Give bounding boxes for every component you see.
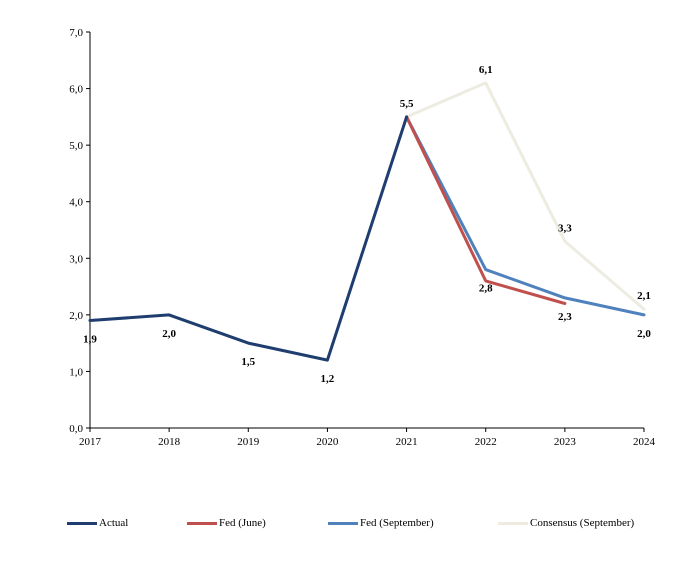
legend-swatch — [67, 521, 97, 525]
data-label: 5,5 — [400, 98, 414, 110]
legend-item: Fed (June) — [187, 515, 266, 531]
x-tick-label: 2024 — [633, 436, 656, 448]
y-tick-label: 2,0 — [69, 310, 83, 322]
x-tick-label: 2018 — [158, 436, 181, 448]
series-line-fed-june — [405, 115, 567, 305]
x-tick-label: 2017 — [79, 436, 102, 448]
data-label: 6,1 — [479, 64, 493, 76]
y-tick-label: 4,0 — [69, 197, 83, 209]
data-label: 2,3 — [558, 311, 572, 323]
x-tick-label: 2021 — [396, 436, 418, 448]
legend-item: Fed (September) — [328, 515, 434, 531]
data-label: 1,9 — [83, 334, 97, 346]
data-label: 2,1 — [637, 290, 651, 302]
data-label: 1,5 — [241, 356, 255, 368]
legend-label: Fed (June) — [219, 517, 266, 529]
y-tick-label: 1,0 — [69, 366, 83, 378]
legend-swatch — [498, 521, 528, 525]
legend-item: Actual — [67, 515, 128, 531]
y-tick-label: 6,0 — [69, 84, 83, 96]
x-tick-label: 2019 — [237, 436, 260, 448]
legend-item: Consensus (September) — [498, 515, 634, 531]
y-tick-label: 3,0 — [69, 253, 83, 265]
data-label: 2,8 — [479, 283, 493, 295]
legend-label: Consensus (September) — [530, 517, 635, 529]
x-tick-label: 2020 — [316, 436, 339, 448]
data-label: 2,0 — [162, 328, 176, 340]
y-tick-label: 7,0 — [69, 27, 83, 39]
x-tick-label: 2023 — [554, 436, 577, 448]
chart-legend: Actual Fed (June) Fed (September) Consensus… — [0, 515, 700, 535]
x-tick-label: 2022 — [475, 436, 497, 448]
legend-swatch — [187, 521, 217, 525]
legend-label: Actual — [99, 517, 129, 529]
series-line-actual — [88, 115, 409, 362]
legend-swatch — [328, 521, 358, 525]
y-tick-label: 0,0 — [69, 423, 83, 435]
series-line-fed-september — [405, 115, 646, 317]
legend-label: Fed (September) — [360, 517, 434, 529]
y-tick-label: 5,0 — [69, 140, 83, 152]
data-label: 3,3 — [558, 222, 572, 234]
data-label: 1,2 — [321, 373, 335, 385]
series-line-consensus-september — [405, 81, 646, 311]
data-label: 2,0 — [637, 328, 651, 340]
